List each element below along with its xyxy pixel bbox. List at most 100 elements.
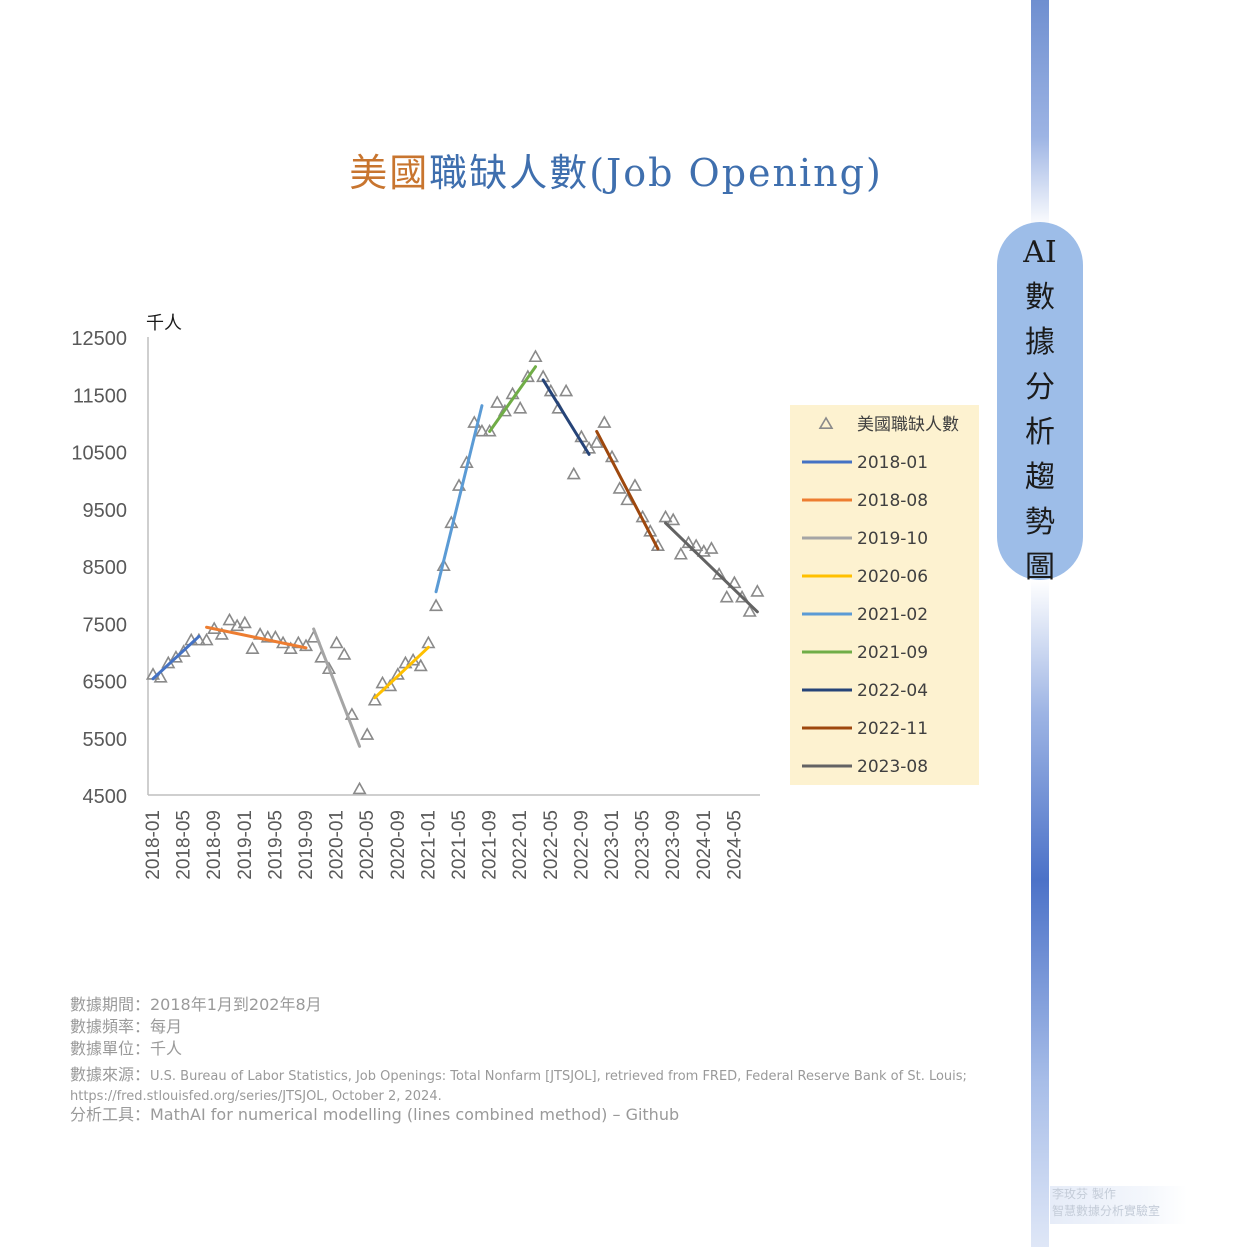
x-tick-label: 2021-01 (418, 810, 439, 880)
scatter-point (750, 584, 765, 597)
scatter-point (153, 669, 168, 683)
y-tick-label: 6500 (83, 672, 128, 694)
x-tick-label: 2021-05 (449, 810, 470, 880)
scatter-point (176, 644, 191, 657)
legend-label: 2018-08 (857, 491, 928, 511)
legend-label: 2020-06 (857, 567, 928, 587)
scatter-point (360, 727, 375, 740)
note-frequency: 數據頻率：每月 (70, 1017, 183, 1036)
scatter-point (727, 575, 742, 589)
legend-box (790, 405, 979, 785)
scatter-point (559, 383, 574, 397)
scatter-point (337, 647, 352, 660)
credit-line1: 李玫芬 製作 (1052, 1187, 1116, 1201)
scatter-point (428, 598, 444, 612)
scatter-point (734, 589, 750, 603)
note-period: 數據期間：2018年1月到202年8月 (70, 995, 322, 1014)
trend-line (664, 521, 759, 614)
side-gradient-bar-top (1031, 0, 1049, 228)
y-tick-label: 10500 (71, 443, 127, 465)
scatter-point (222, 612, 237, 626)
x-tick-label: 2018-09 (204, 810, 225, 880)
scatter-point (627, 478, 643, 491)
note-source: 數據來源：U.S. Bureau of Labor Statistics, Jo… (70, 1061, 980, 1104)
scatter-point (704, 541, 719, 554)
side-label-char: 析 (1025, 415, 1055, 450)
y-axis-label: 千人 (146, 313, 182, 334)
trend-line (151, 634, 201, 681)
legend-label: 2023-08 (857, 757, 928, 777)
x-tick-label: 2019-05 (265, 810, 286, 880)
x-tick-label: 2019-09 (296, 810, 317, 880)
scatter-point (260, 629, 275, 643)
side-label-char: 勢 (1025, 505, 1055, 540)
chart-title: 美國職缺人數(Job Opening) (0, 142, 1232, 197)
legend-label: 2018-01 (857, 453, 928, 473)
chart-title-part2: 職缺人數(Job Opening) (429, 151, 883, 195)
scatter-point (589, 435, 604, 448)
credit-watermark: 李玫芬 製作 智慧數據分析實驗室 (1050, 1186, 1187, 1224)
x-tick-label: 2022-05 (541, 810, 562, 880)
scatter-point (719, 589, 734, 603)
legend-label: 2021-02 (857, 605, 928, 625)
trend-line (434, 404, 484, 594)
scatter-point (497, 403, 512, 417)
scatter-point (375, 675, 390, 689)
note-unit: 數據單位：千人 (70, 1039, 183, 1058)
scatter-point (689, 538, 704, 551)
x-tick-label: 2022-09 (571, 810, 592, 880)
side-label-char: 分 (1025, 370, 1055, 405)
legend-label: 2021-09 (857, 643, 928, 663)
legend-label: 美國職缺人數 (857, 415, 959, 435)
note-source-label: 數據來源： (70, 1065, 151, 1084)
scatter-point (237, 615, 252, 629)
scatter-point (658, 509, 673, 523)
x-tick-label: 2020-05 (357, 810, 378, 880)
scatter-point (436, 558, 451, 572)
scatter-point (329, 635, 344, 649)
scatter-point (199, 632, 214, 646)
legend-marker (818, 416, 834, 430)
scatter-point (344, 707, 359, 720)
scatter-point (528, 349, 543, 363)
side-label-char: 圖 (1025, 550, 1055, 585)
scatter-point (612, 481, 627, 494)
y-tick-label: 8500 (83, 557, 128, 579)
scatter-point (566, 466, 581, 480)
legend-label: 2022-11 (857, 719, 928, 739)
scatter-point (413, 658, 428, 672)
side-label-pill (997, 222, 1083, 580)
scatter-point (520, 369, 535, 383)
trend-line (373, 645, 430, 700)
note-source-text: U.S. Bureau of Labor Statistics, Job Ope… (70, 1069, 967, 1104)
x-tick-label: 2023-05 (633, 810, 654, 880)
x-tick-label: 2024-01 (694, 810, 715, 880)
scatter-point (513, 400, 528, 414)
scatter-point (321, 661, 337, 675)
x-tick-label: 2022-01 (510, 810, 531, 880)
scatter-point (298, 638, 314, 652)
trend-line (541, 378, 591, 456)
y-tick-label: 7500 (83, 614, 128, 636)
chart-title-part1: 美國 (349, 151, 430, 195)
scatter-point (666, 512, 681, 526)
trend-line (488, 365, 537, 433)
notes-block: 數據期間：2018年1月到202年8月 數據頻率：每月 數據單位：千人 數據來源… (70, 994, 980, 1126)
scatter-point (742, 604, 757, 617)
side-label-char: 據 (1025, 325, 1055, 360)
y-tick-label: 12500 (71, 328, 127, 350)
credit-line2: 智慧數據分析實驗室 (1052, 1204, 1161, 1218)
y-tick-label: 11500 (73, 385, 127, 407)
scatter-point (367, 692, 382, 706)
side-label: AI 數 據 分 析 趨 勢 圖 (997, 230, 1083, 590)
side-gradient-bar-bottom (1031, 580, 1049, 1247)
x-tick-label: 2020-01 (327, 810, 348, 880)
x-tick-label: 2018-05 (174, 810, 195, 880)
x-tick-label: 2019-01 (235, 810, 256, 880)
y-tick-label: 5500 (83, 729, 128, 751)
note-tool: 分析工具：MathAI for numerical modelling (lin… (70, 1105, 680, 1124)
legend-label: 2019-10 (857, 529, 928, 549)
trend-line (205, 625, 308, 650)
x-tick-label: 2024-05 (724, 810, 745, 880)
scatter-point (352, 781, 367, 795)
